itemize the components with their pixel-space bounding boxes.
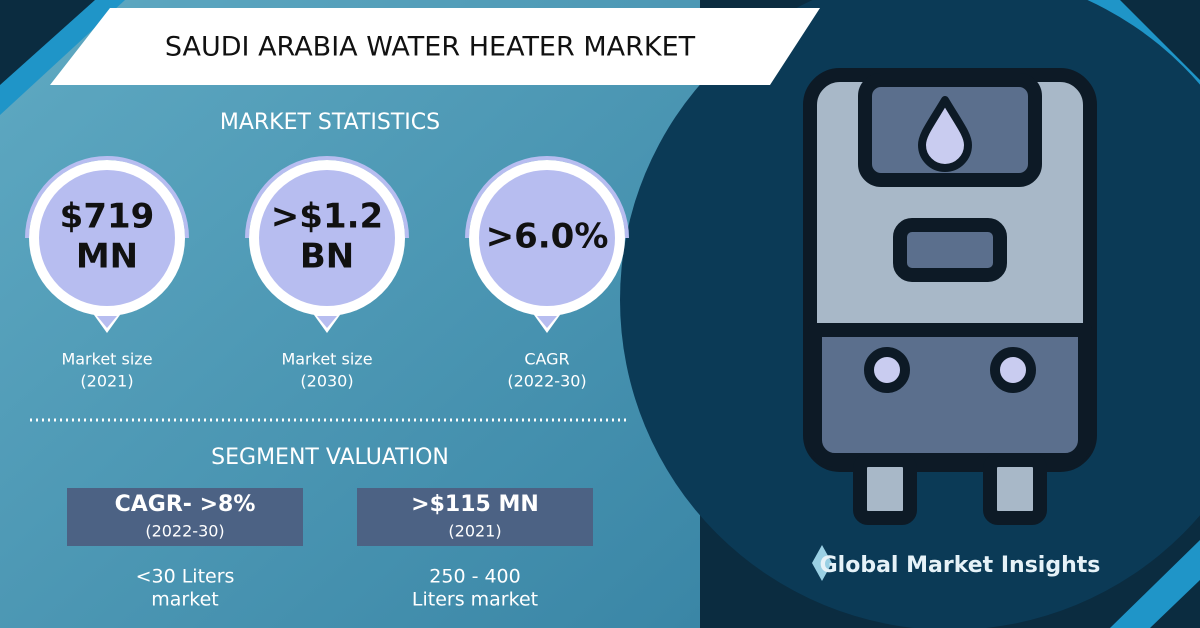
stat-value: >6.0% bbox=[486, 217, 609, 257]
stat-circle bbox=[479, 170, 615, 306]
stat-pointer-inner bbox=[97, 316, 117, 328]
segment-label: market bbox=[151, 589, 218, 611]
left-panel bbox=[0, 0, 700, 628]
stats-heading: MARKET STATISTICS bbox=[220, 110, 440, 135]
stat-value: MN bbox=[76, 237, 138, 277]
segment-value: >$115 MN bbox=[411, 492, 539, 517]
stat-label: (2022-30) bbox=[507, 372, 586, 391]
stat-arc bbox=[465, 156, 629, 239]
stat-label: Market size bbox=[61, 350, 152, 369]
water-heater-icon bbox=[803, 68, 1097, 525]
title: SAUDI ARABIA WATER HEATER MARKET bbox=[165, 32, 696, 63]
title-banner bbox=[50, 8, 820, 85]
segment-box bbox=[357, 488, 593, 546]
segment-period: (2021) bbox=[448, 522, 501, 541]
stat-arc bbox=[245, 156, 409, 239]
segment-label: <30 Liters bbox=[136, 566, 235, 588]
stat-label: (2021) bbox=[80, 372, 133, 391]
segment-heading: SEGMENT VALUATION bbox=[211, 445, 449, 470]
brand: Global Market Insights bbox=[820, 553, 1101, 578]
brand-logo bbox=[812, 545, 832, 581]
segment-label: 250 - 400 bbox=[429, 566, 520, 588]
segment-label: Liters market bbox=[412, 589, 538, 611]
stat-circle bbox=[39, 170, 175, 306]
stripe bbox=[0, 0, 125, 115]
stat-value: BN bbox=[300, 237, 354, 277]
stat-arc bbox=[25, 156, 189, 239]
stripe bbox=[1110, 540, 1200, 628]
stat-circle bbox=[259, 170, 395, 306]
stat-value: $719 bbox=[60, 197, 155, 237]
stat-value: >$1.2 bbox=[271, 197, 383, 237]
segment-value: CAGR- >8% bbox=[115, 492, 256, 517]
stat-label: Market size bbox=[281, 350, 372, 369]
stat-pointer-inner bbox=[537, 316, 557, 328]
stat-pointer-inner bbox=[317, 316, 337, 328]
stat-label: (2030) bbox=[300, 372, 353, 391]
segment-period: (2022-30) bbox=[145, 522, 224, 541]
stat-label: CAGR bbox=[524, 350, 569, 369]
segment-box bbox=[67, 488, 303, 546]
